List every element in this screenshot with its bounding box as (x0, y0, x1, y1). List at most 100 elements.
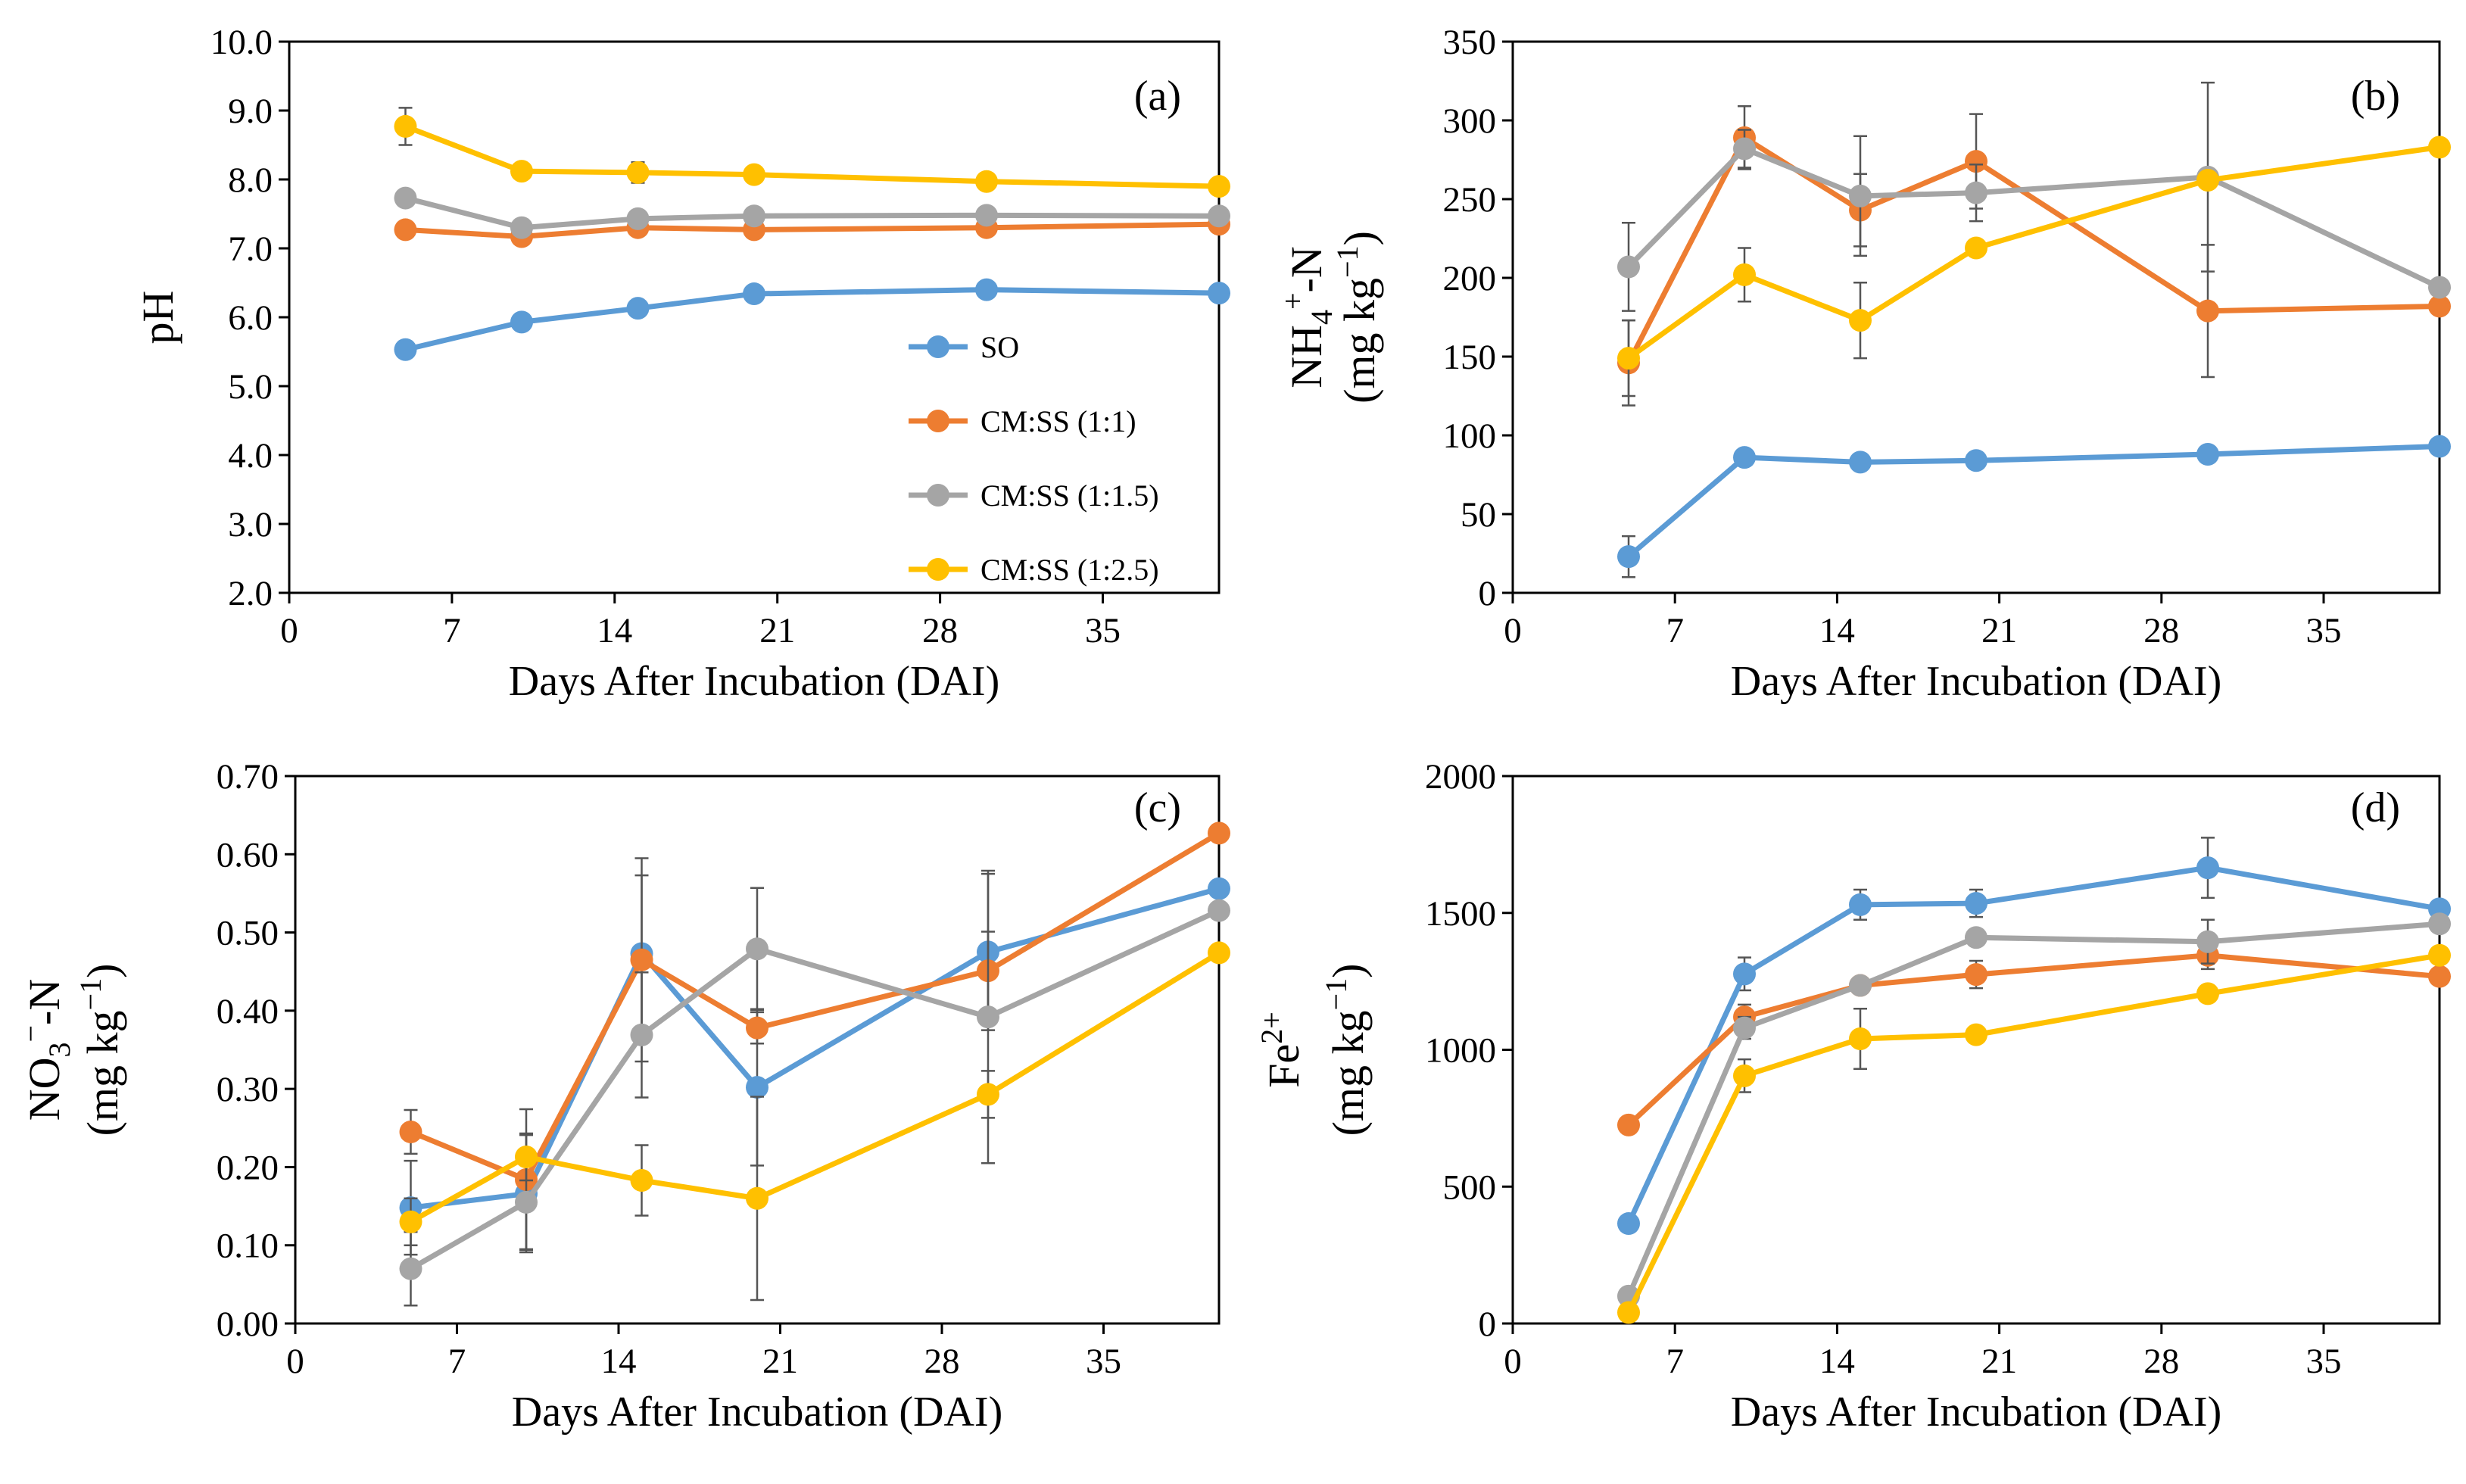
data-point-cm-ss-1-1-5 (394, 186, 417, 210)
panel-label: (a) (1134, 73, 1181, 120)
data-point-cm-ss-1-1 (1208, 822, 1230, 845)
series-line-so (1626, 444, 2440, 559)
data-point-cm-ss-1-1 (394, 218, 417, 242)
data-point-cm-ss-1-1-5 (510, 216, 533, 239)
y-tick-label: 0.70 (217, 757, 279, 797)
y-tick-label: 0.00 (217, 1305, 279, 1344)
data-point-so (2428, 435, 2451, 458)
y-tick-label: 300 (1443, 101, 1497, 141)
y-axis-units-text: ) (78, 964, 127, 978)
data-point-so (975, 278, 998, 301)
data-point-cm-ss-1-1-5 (399, 1257, 422, 1280)
chart-panel-c: 0.00 0.10 0.20 0.30 0.40 0.50 0.60 0.70 0 7 14 21 28… (14, 757, 1230, 1436)
panel-label: (d) (2351, 784, 2400, 831)
data-point-cm-ss-1-2-5 (977, 1083, 999, 1106)
data-point-cm-ss-1-2-5 (743, 163, 765, 186)
x-tick-label: 7 (1666, 611, 1684, 650)
x-tick-label: 0 (280, 611, 298, 650)
legend-marker (927, 484, 949, 507)
x-tick-label: 35 (1085, 611, 1121, 650)
data-point-cm-ss-1-1-5 (746, 937, 768, 961)
data-point-cm-ss-1-1-5 (975, 204, 998, 227)
data-point-so (743, 282, 765, 306)
y-tick-label: 50 (1461, 495, 1496, 535)
plot-frame (294, 775, 1221, 1325)
y-tick-label: 0.40 (217, 992, 279, 1031)
y-axis-title: NH4+-N (1276, 246, 1339, 388)
data-point-cm-ss-1-1 (1965, 963, 1987, 987)
legend-label: CM:SS (1:2.5) (980, 553, 1159, 587)
data-point-cm-ss-1-2-5 (1733, 1064, 1756, 1087)
y-tick-label: 0.10 (217, 1227, 279, 1266)
y-tick-label: 5.0 (228, 367, 273, 407)
data-point-cm-ss-1-2-5 (399, 1210, 422, 1233)
data-point-so (1208, 282, 1230, 305)
y-axis-title: NO3−-N (14, 979, 76, 1121)
data-point-cm-ss-1-1-5 (2428, 912, 2451, 936)
series-line-cm-ss-1-1-5 (404, 195, 1220, 231)
data-point-cm-ss-1-2-5 (1965, 236, 1987, 260)
x-tick-label: 7 (443, 611, 461, 650)
y-axis-title-text: -N (20, 979, 69, 1025)
data-point-cm-ss-1-1-5 (977, 1005, 999, 1029)
x-tick-label: 14 (1819, 611, 1855, 650)
y-axis-title-units: (mg kg−1) (73, 964, 127, 1136)
x-tick-label: 28 (922, 611, 958, 650)
data-point-cm-ss-1-1 (2428, 295, 2451, 318)
x-tick-label: 14 (597, 611, 632, 650)
legend-label: CM:SS (1:1.5) (980, 479, 1159, 513)
data-point-so (1733, 962, 1756, 986)
x-tick-label: 28 (2143, 611, 2179, 650)
legend-marker (927, 335, 949, 358)
y-tick-label: 250 (1443, 180, 1497, 220)
x-tick-label: 21 (1981, 1342, 2017, 1381)
y-axis-title: Fe2+ (1255, 1012, 1308, 1088)
y-axis-title-text: NH (1282, 325, 1331, 388)
data-point-so (1849, 450, 1872, 474)
x-tick-label: 0 (1504, 1342, 1522, 1381)
y-tick-label: 200 (1443, 259, 1497, 298)
data-point-cm-ss-1-2-5 (2196, 169, 2219, 192)
data-point-cm-ss-1-1-5 (2196, 930, 2219, 953)
legend-label: SO (980, 330, 1019, 364)
y-tick-label: 100 (1443, 416, 1497, 456)
y-tick-label: 0 (1479, 1305, 1497, 1344)
data-point-cm-ss-1-1-5 (1965, 926, 1987, 949)
data-point-cm-ss-1-2-5 (2428, 136, 2451, 159)
series-line-cm-ss-1-1 (1626, 135, 2440, 364)
data-point-cm-ss-1-1 (630, 948, 653, 971)
chart-panel-b: 0 50 100 150 200 250 300 350 0 7 14 21 28 35 Days Afte… (1276, 23, 2451, 705)
legend-marker (927, 558, 949, 581)
y-tick-label: 1500 (1425, 894, 1496, 934)
data-point-cm-ss-1-2-5 (1849, 309, 1872, 332)
data-point-cm-ss-1-2-5 (630, 1168, 653, 1192)
x-tick-label: 21 (1981, 611, 2017, 650)
panel-label: (c) (1134, 784, 1181, 831)
data-point-cm-ss-1-2-5 (975, 170, 998, 193)
chart-panel-a: 2.0 3.0 4.0 5.0 6.0 7.0 8.0 9.0 10.0 0 7 14 21 28 35 Da… (133, 23, 1230, 705)
y-axis-units-text: (mg kg (1323, 1010, 1373, 1136)
data-point-cm-ss-1-2-5 (1849, 1027, 1872, 1051)
series-line-so (404, 287, 1220, 353)
data-point-so (1617, 545, 1640, 569)
y-axis-units-superscript: −1 (1319, 978, 1353, 1011)
data-point-cm-ss-1-2-5 (1965, 1023, 1987, 1046)
x-axis-title: Days After Incubation (DAI) (1731, 1389, 2221, 1436)
series-line-cm-ss-1-1-5 (1626, 921, 2440, 1298)
y-axis-units-superscript: −1 (1330, 245, 1364, 278)
data-point-so (1208, 877, 1230, 900)
x-axis-title: Days After Incubation (DAI) (512, 1389, 1002, 1436)
y-tick-label: 150 (1443, 338, 1497, 377)
data-point-cm-ss-1-2-5 (1208, 175, 1230, 198)
data-point-cm-ss-1-1-5 (1965, 181, 1987, 204)
y-tick-label: 0.20 (217, 1148, 279, 1187)
y-tick-label: 500 (1443, 1168, 1497, 1207)
y-tick-label: 9.0 (228, 92, 273, 131)
x-tick-label: 35 (1086, 1342, 1121, 1381)
data-point-cm-ss-1-1 (2196, 299, 2219, 323)
y-tick-label: 10.0 (210, 23, 273, 62)
y-tick-label: 7.0 (228, 229, 273, 269)
data-point-so (1617, 1212, 1640, 1236)
data-point-cm-ss-1-1-5 (1208, 204, 1230, 228)
data-point-cm-ss-1-2-5 (1617, 1301, 1640, 1324)
